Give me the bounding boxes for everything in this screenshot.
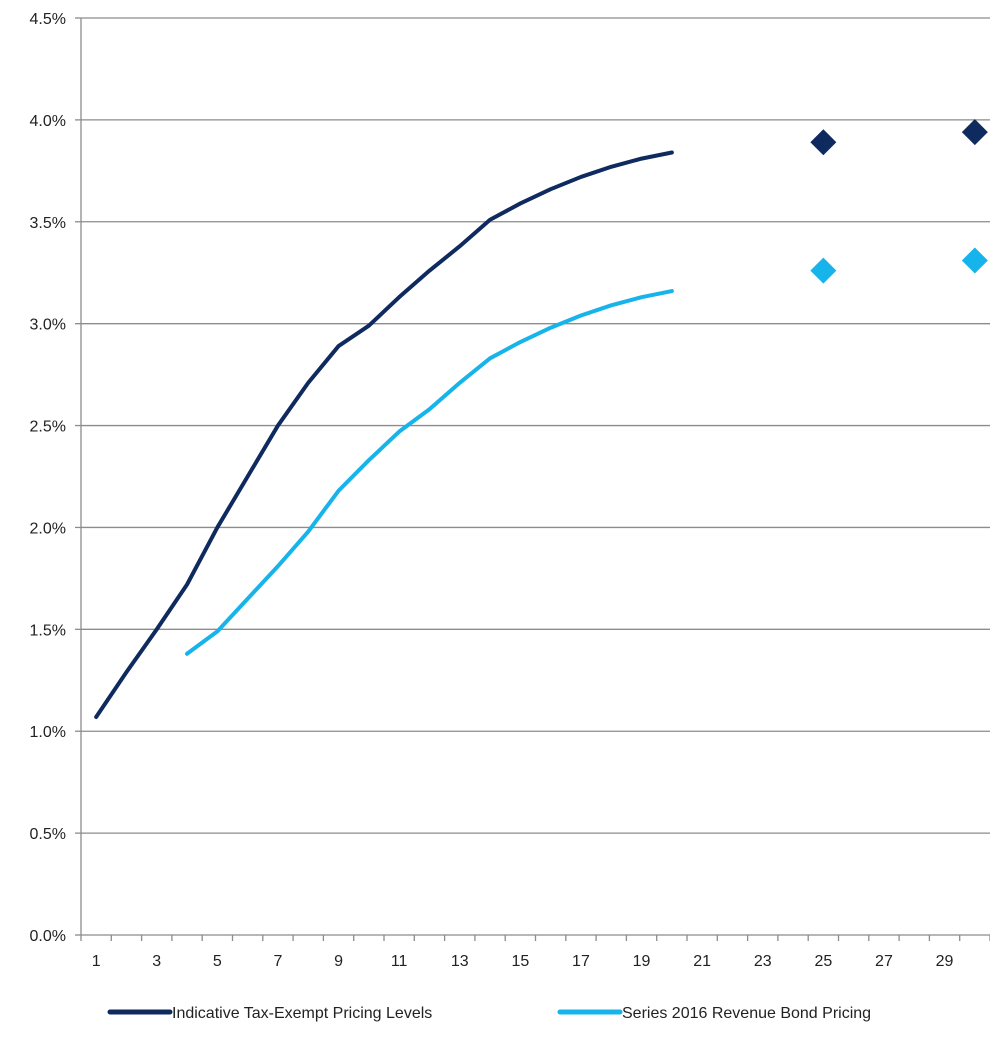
y-tick-label: 0.0% xyxy=(30,928,66,945)
legend-label-2: Series 2016 Revenue Bond Pricing xyxy=(622,1005,871,1022)
y-tick-label: 1.0% xyxy=(30,724,66,741)
series-line-1 xyxy=(94,150,674,719)
y-tick-label: 2.5% xyxy=(30,419,66,436)
y-tick-label: 3.5% xyxy=(30,215,66,232)
series-line-2 xyxy=(185,289,674,656)
x-tick-label: 9 xyxy=(334,953,343,970)
legend-label-1: Indicative Tax-Exempt Pricing Levels xyxy=(172,1005,432,1022)
series-2-marker xyxy=(810,257,837,284)
series-2-marker xyxy=(961,247,988,274)
axes: 0.0% 0.5% 1.0% 1.5% 2.0% 2.5% 3.0% 3.5% 4.0% 4.5%… xyxy=(30,11,990,970)
gridlines xyxy=(81,17,990,834)
x-tick-label: 5 xyxy=(213,953,222,970)
x-tick-label: 15 xyxy=(511,953,529,970)
y-tick-label: 2.0% xyxy=(30,520,66,537)
y-tick-label: 1.5% xyxy=(30,622,66,639)
x-tick-label: 23 xyxy=(754,953,772,970)
x-tick-label: 19 xyxy=(633,953,651,970)
x-tick-label: 21 xyxy=(693,953,711,970)
y-tick-label: 4.0% xyxy=(30,113,66,130)
y-tick-label: 3.0% xyxy=(30,317,66,334)
series-layer xyxy=(94,119,988,719)
series-1-marker xyxy=(961,119,988,146)
y-tick-label: 4.5% xyxy=(30,11,66,28)
series-1-marker xyxy=(810,129,837,156)
x-tick-label: 25 xyxy=(814,953,832,970)
x-tick-label: 7 xyxy=(273,953,282,970)
y-tick-label: 0.5% xyxy=(30,826,66,843)
x-tick-label: 1 xyxy=(92,953,101,970)
x-tick-label: 29 xyxy=(936,953,954,970)
x-tick-label: 3 xyxy=(152,953,161,970)
x-tick-label: 11 xyxy=(391,953,408,970)
x-tick-label: 13 xyxy=(451,953,469,970)
x-tick-label: 17 xyxy=(572,953,590,970)
x-tick-label: 27 xyxy=(875,953,893,970)
legend: Indicative Tax-Exempt Pricing Levels Seri… xyxy=(107,1005,871,1022)
